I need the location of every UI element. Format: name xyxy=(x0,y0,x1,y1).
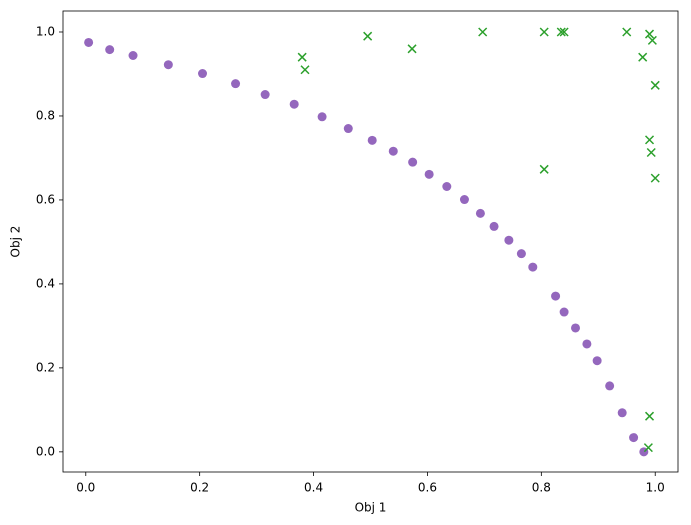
point xyxy=(388,146,398,156)
x-tick-label: 0.8 xyxy=(532,481,551,495)
point xyxy=(489,221,499,231)
y-tick-label: 0.8 xyxy=(36,108,55,122)
point xyxy=(629,433,639,443)
point xyxy=(571,323,580,333)
point xyxy=(407,44,417,54)
point xyxy=(582,339,592,349)
point xyxy=(647,35,657,45)
point xyxy=(84,37,94,47)
point xyxy=(551,291,561,301)
point xyxy=(622,27,632,37)
point xyxy=(297,52,307,62)
point xyxy=(198,69,208,79)
point xyxy=(644,29,655,39)
point xyxy=(528,262,538,272)
point xyxy=(638,52,648,62)
x-tick-label: 0.6 xyxy=(418,481,437,495)
point xyxy=(231,79,241,89)
point xyxy=(644,411,655,421)
point xyxy=(539,27,549,37)
point xyxy=(478,27,488,37)
point xyxy=(644,135,655,145)
y-tick-label: 1.0 xyxy=(36,24,55,38)
point xyxy=(617,408,627,418)
point xyxy=(442,181,452,191)
point xyxy=(367,135,377,145)
point xyxy=(559,27,569,37)
point xyxy=(556,27,566,37)
point xyxy=(343,124,353,134)
point xyxy=(128,51,138,61)
x-tick-label: 1.0 xyxy=(646,481,665,495)
plot-frame xyxy=(62,10,679,473)
point xyxy=(424,169,434,179)
point xyxy=(300,65,310,75)
point xyxy=(363,31,373,41)
point xyxy=(646,147,656,158)
x-tick-label: 0.2 xyxy=(190,481,209,495)
point xyxy=(559,307,569,317)
y-tick-label: 0.4 xyxy=(36,276,55,290)
point xyxy=(605,381,615,391)
point xyxy=(516,249,526,259)
y-axis-label: Obj 2 xyxy=(9,226,23,258)
point xyxy=(163,60,173,70)
point xyxy=(459,195,469,205)
x-axis-label: Obj 1 xyxy=(355,501,387,515)
x-tick-label: 0.0 xyxy=(76,481,95,495)
point xyxy=(105,45,115,55)
point xyxy=(260,90,270,100)
point xyxy=(539,164,549,174)
x-tick-label: 0.4 xyxy=(304,481,323,495)
point xyxy=(592,356,602,366)
point xyxy=(317,112,327,122)
point xyxy=(408,157,418,167)
point xyxy=(475,208,485,218)
point xyxy=(643,443,653,453)
point xyxy=(504,235,514,245)
point xyxy=(650,80,660,90)
y-tick-label: 0.0 xyxy=(36,444,55,458)
point xyxy=(289,99,299,109)
point xyxy=(650,173,660,183)
y-tick-label: 0.2 xyxy=(36,360,55,374)
y-tick-label: 0.6 xyxy=(36,192,55,206)
